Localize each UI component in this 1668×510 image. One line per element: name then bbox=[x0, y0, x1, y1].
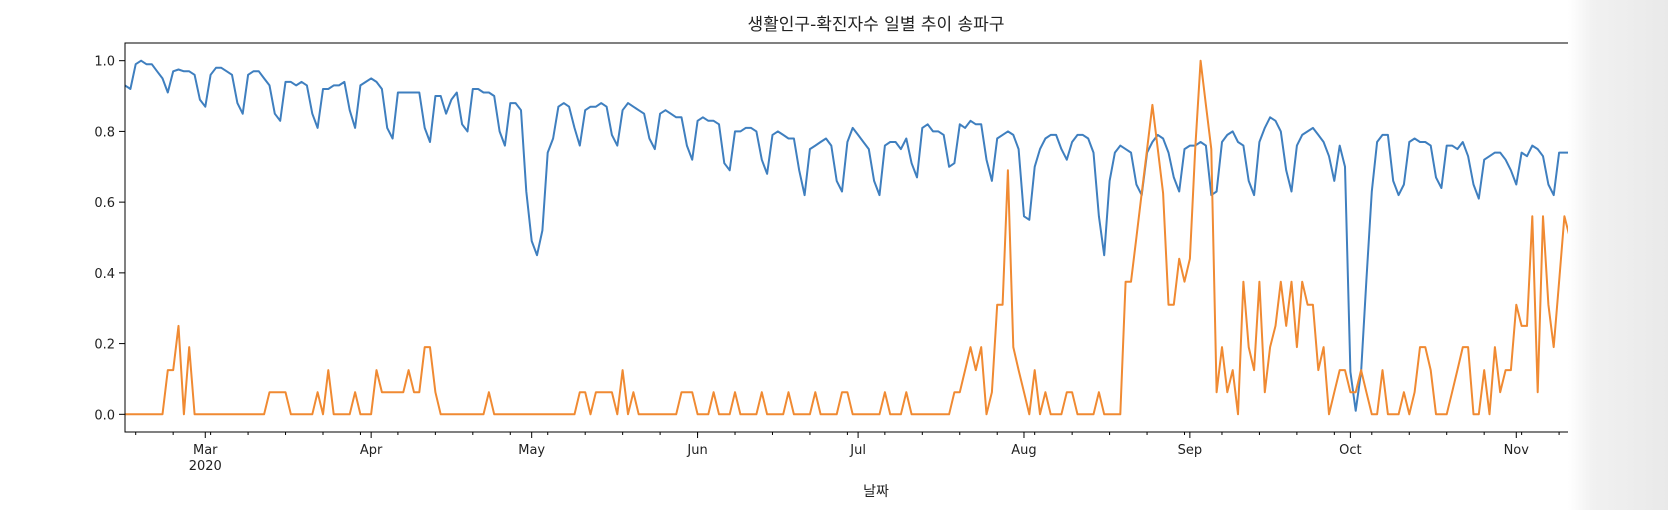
x-axis-label: 날짜 bbox=[863, 484, 889, 500]
y-tick-label: 1.0 bbox=[94, 55, 115, 70]
x-tick-label: May bbox=[518, 443, 545, 458]
y-axis: 0.0 0.2 0.4 0.6 0.8 1.0 bbox=[94, 55, 125, 423]
y-tick-label: 0.4 bbox=[94, 267, 115, 282]
y-tick-label: 0.6 bbox=[94, 196, 115, 211]
y-tick-label: 0.0 bbox=[94, 408, 115, 423]
x-tick-label: Mar bbox=[193, 443, 218, 458]
series-layer bbox=[124, 59, 1668, 416]
x-tick-label: Jul bbox=[849, 443, 866, 458]
window-edge bbox=[1568, 0, 1668, 510]
x-tick-label: Sep bbox=[1178, 443, 1203, 458]
x-tick-label: Apr bbox=[360, 443, 383, 458]
x-tick-label: Nov bbox=[1504, 443, 1530, 458]
y-tick-label: 0.2 bbox=[94, 338, 115, 353]
plot-frame bbox=[124, 42, 1635, 433]
series-line-2 bbox=[125, 59, 1668, 416]
x-tick-label: Aug bbox=[1011, 443, 1036, 458]
chart-title: 생활인구-확진자수 일별 추이 송파구 bbox=[748, 15, 1005, 35]
x-tick-label: Oct bbox=[1339, 443, 1361, 458]
y-tick-label: 0.8 bbox=[94, 125, 115, 140]
x-tick-year-label: 2020 bbox=[189, 459, 222, 474]
series-line-1 bbox=[124, 59, 1656, 412]
x-tick-label: Jun bbox=[686, 443, 707, 458]
